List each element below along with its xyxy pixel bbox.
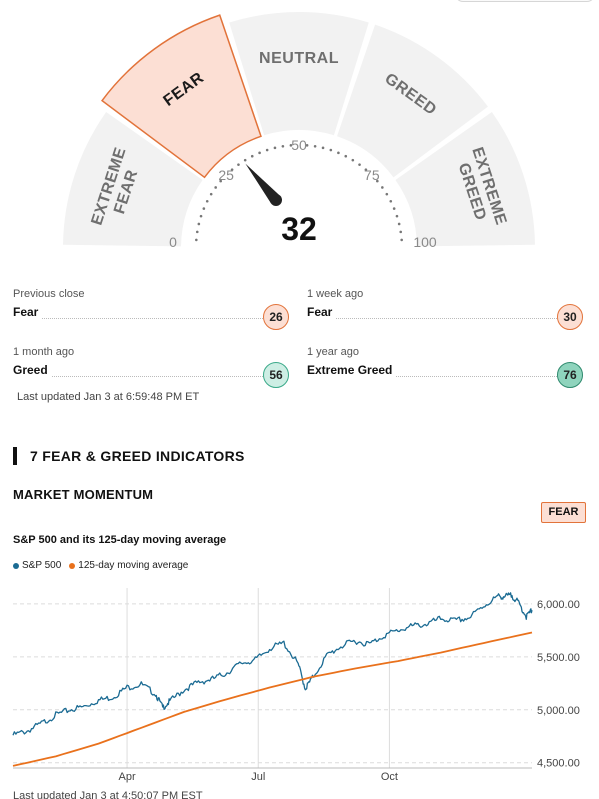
gauge-tick-dot	[321, 146, 325, 150]
market-momentum-rating-badge: FEAR	[541, 502, 586, 523]
one-month-ago-item: 1 month ago Greed 56	[13, 342, 289, 388]
gauge-tick-dot	[197, 222, 201, 226]
y-tick-label: 5,000.00	[537, 705, 580, 717]
gauge-tick-label: 0	[169, 234, 177, 250]
gauge-tick-dots	[195, 144, 403, 242]
series-line-sp500	[12, 592, 533, 736]
gauge-tick-label: 50	[291, 137, 307, 153]
gauge-tick-dot	[199, 214, 203, 218]
gauge-tick-dot	[329, 148, 333, 152]
gauge-tick-dot	[364, 168, 368, 171]
gauge-tick-dot	[202, 207, 206, 210]
gauge-tick-label: 75	[364, 167, 380, 183]
gauge-tick-dot	[209, 192, 213, 196]
one-month-ago-label: 1 month ago	[13, 346, 75, 358]
one-month-ago-score: 56	[263, 362, 289, 388]
x-tick-label: Apr	[119, 771, 136, 783]
gauge-center-disc	[250, 196, 348, 260]
dotted-leader	[307, 318, 557, 319]
x-tick-label: Oct	[381, 771, 398, 783]
one-week-ago-item: 1 week ago Fear 30	[307, 284, 583, 330]
gauge-needle-hub	[270, 194, 282, 206]
gauge-tick-dot	[195, 230, 199, 234]
gauge-segment-greed[interactable]	[337, 24, 488, 178]
gauge-tick-label: 25	[218, 167, 234, 183]
gauge-tick-dot	[395, 214, 399, 218]
legend-dot-moving-average	[69, 562, 76, 569]
market-momentum-chart[interactable]: 6,000.00 5,500.00 5,000.00 4,500.00 Apr Jul Oc…	[0, 580, 599, 785]
dotted-leader	[307, 376, 557, 377]
legend-item-moving-average[interactable]: 125-day moving average	[69, 560, 188, 571]
previous-close-item: Previous close Fear 26	[13, 284, 289, 330]
one-month-ago-rating: Greed	[13, 363, 52, 377]
last-updated-text: Last updated Jan 3 at 6:59:48 PM ET	[17, 391, 200, 403]
legend-dot-sp500	[13, 562, 19, 569]
x-tick-label: Jul	[251, 771, 265, 783]
one-week-ago-rating: Fear	[307, 305, 337, 319]
gauge-tick-dot	[237, 163, 240, 166]
gauge-segment-extreme-fear[interactable]	[63, 111, 203, 247]
y-tick-label: 6,000.00	[537, 599, 580, 611]
series-line-moving-average	[12, 631, 533, 767]
chart-last-updated-text: Last updated Jan 3 at 4:50:07 PM EST	[13, 790, 203, 799]
gauge-tick-dot	[344, 154, 348, 158]
one-week-ago-label: 1 week ago	[307, 288, 364, 300]
dotted-leader	[13, 318, 263, 319]
legend-item-sp500[interactable]: S&P 500	[13, 560, 61, 571]
gauge-tick-dot	[243, 158, 247, 162]
one-week-ago-score: 30	[557, 304, 583, 330]
gauge-tick-dot	[351, 158, 355, 162]
gauge-tick-dot	[214, 186, 217, 189]
one-year-ago-item: 1 year ago Extreme Greed 76	[307, 342, 583, 388]
gauge-tick-dot	[385, 192, 389, 196]
y-tick-label: 5,500.00	[537, 652, 580, 664]
gauge-tick-labels: 0 25 50 75 100	[169, 137, 437, 250]
market-momentum-title: MARKET MOMENTUM	[13, 487, 154, 502]
dotted-leader	[13, 376, 263, 377]
gauge-tick-dot	[358, 163, 361, 166]
previous-close-label: Previous close	[13, 288, 85, 300]
gauge-tick-dot	[281, 144, 285, 148]
gauge-tick-dot	[195, 238, 198, 242]
previous-close-score: 26	[263, 304, 289, 330]
gauge-tick-dot	[381, 186, 384, 189]
gauge-tick-dot	[313, 144, 317, 148]
fear-greed-gauge: EXTREMEFEARFEARNEUTRALGREEDEXTREMEGREED …	[63, 11, 535, 260]
one-year-ago-rating: Extreme Greed	[307, 363, 397, 377]
gauge-label-neutral: NEUTRAL	[259, 50, 339, 67]
gauge-tick-dot	[219, 179, 222, 183]
gauge-needle-shape	[245, 163, 282, 204]
gauge-tick-dot	[305, 144, 309, 147]
one-year-ago-score: 76	[557, 362, 583, 388]
legend-label-moving-average: 125-day moving average	[78, 560, 189, 571]
gauge-tick-dot	[273, 146, 277, 150]
gauge-tick-label: 100	[413, 234, 437, 250]
gauge-segment-extreme-greed[interactable]	[395, 111, 535, 247]
legend-label-sp500: S&P 500	[22, 560, 62, 571]
one-year-ago-label: 1 year ago	[307, 346, 359, 358]
gauge-tick-dot	[397, 222, 401, 226]
previous-close-rating: Fear	[13, 305, 43, 319]
gauge-tick-dot	[392, 207, 396, 210]
y-tick-label: 4,500.00	[537, 758, 580, 770]
gauge-needle	[245, 163, 282, 206]
gauge-tick-dot	[230, 168, 234, 171]
indicators-heading: 7 FEAR & GREED INDICATORS	[13, 447, 245, 465]
gauge-tick-dot	[399, 230, 403, 234]
gauge-tick-dot	[289, 144, 293, 147]
gauge-tick-dot	[250, 154, 254, 158]
gauge-tick-dot	[337, 151, 340, 155]
gauge-tick-dot	[400, 238, 403, 242]
gauge-tick-dot	[205, 199, 209, 203]
gauge-tick-dot	[265, 148, 269, 152]
chart-title: S&P 500 and its 125-day moving average	[13, 534, 227, 546]
chart-legend: S&P 500 125-day moving average	[13, 560, 188, 571]
gauge-segment-fear[interactable]	[100, 14, 262, 179]
gauge-tick-dot	[376, 179, 379, 183]
gauge-segment-neutral[interactable]	[229, 11, 369, 136]
gauge-tick-dot	[258, 151, 261, 155]
gauge-value: 32	[281, 211, 317, 247]
gauge-tick-dot	[389, 199, 393, 203]
